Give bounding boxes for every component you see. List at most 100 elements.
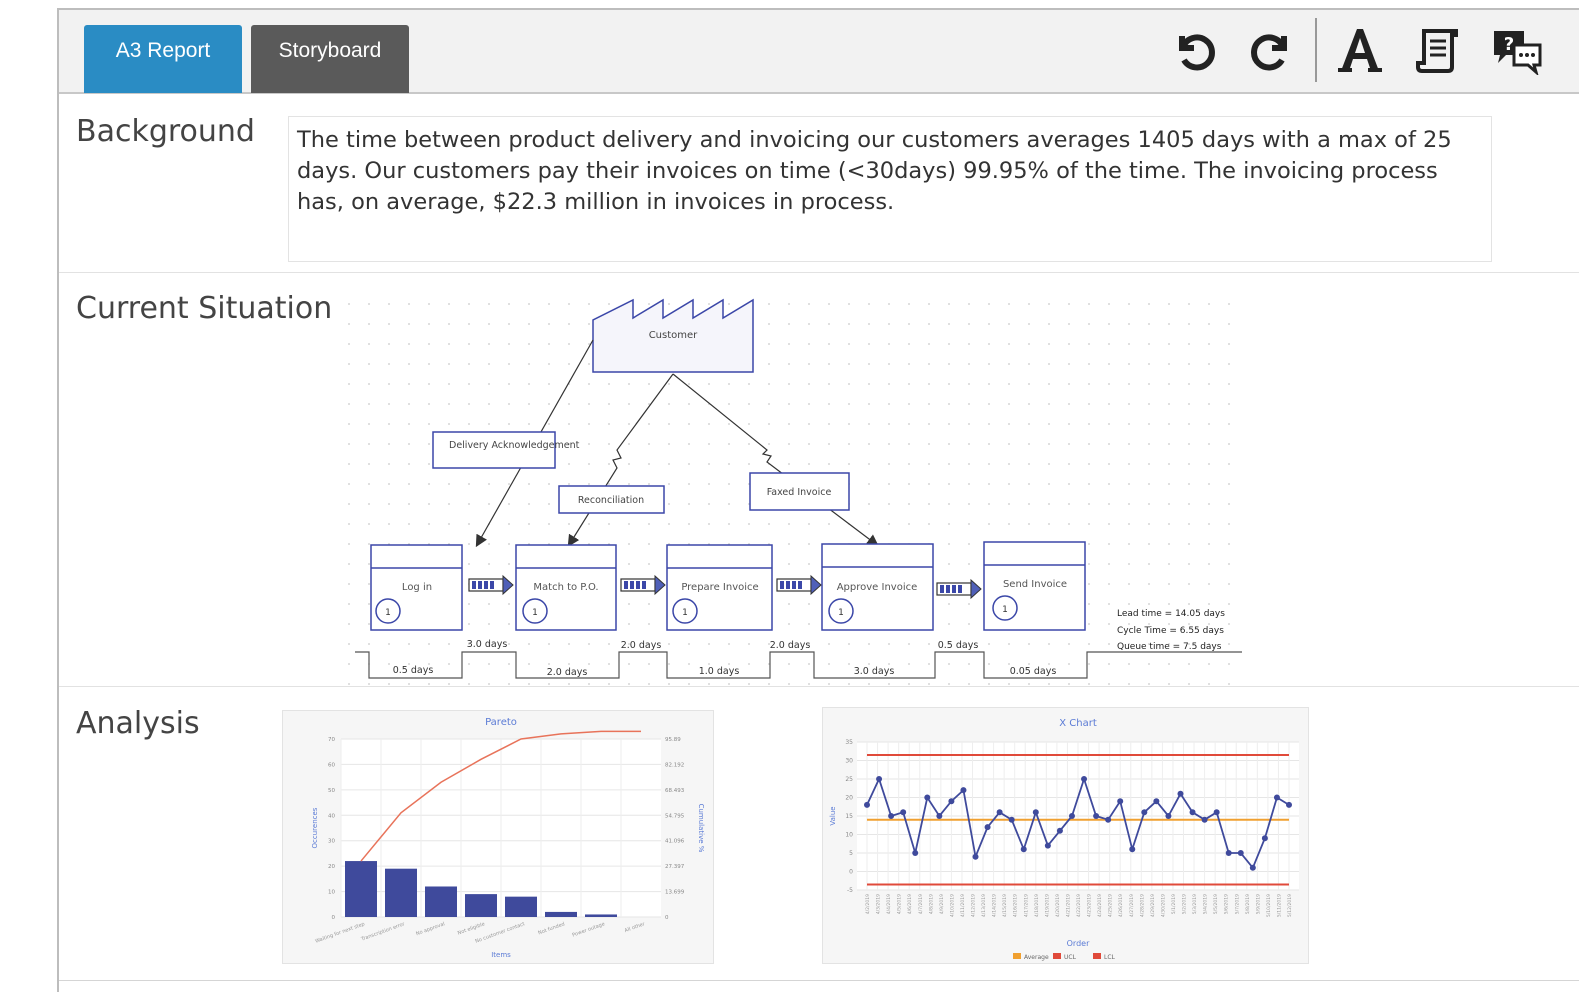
push-arrow-icon — [620, 574, 666, 596]
bar — [345, 861, 377, 917]
x-tick-label: 5/3/2019 — [1192, 894, 1198, 914]
customer-label: Customer — [649, 330, 698, 341]
data-point — [900, 809, 907, 816]
y-tick-label: 0 — [332, 915, 336, 921]
process-box-log-in: Log in 1 — [370, 544, 463, 631]
y-tick-label: 15 — [845, 813, 853, 820]
legend-swatch — [1053, 953, 1061, 959]
y-tick-label: 30 — [845, 758, 853, 765]
process-box-send-invoice: Send Invoice 1 — [983, 541, 1086, 631]
info-box-faxed — [749, 472, 850, 511]
x-tick-label: 5/1/2019 — [1171, 894, 1177, 914]
process-time: 0.5 days — [393, 665, 434, 676]
data-point — [1189, 809, 1196, 816]
x-tick-label: 4/15/2019 — [1002, 894, 1008, 917]
redo-icon[interactable] — [1242, 20, 1302, 80]
data-point — [1105, 816, 1112, 823]
x-tick-label: 5/9/2019 — [1255, 894, 1261, 914]
data-point — [936, 813, 943, 819]
data-point — [924, 794, 931, 801]
data-point — [960, 787, 967, 794]
x-tick-label: 4/3/2019 — [876, 894, 882, 914]
y-tick-label: 10 — [328, 890, 335, 896]
data-point — [1020, 846, 1027, 853]
x-tick-label: 4/30/2019 — [1160, 894, 1166, 917]
process-box-match-po: Match to P.O. 1 — [515, 544, 617, 631]
svg-text:1: 1 — [682, 608, 688, 618]
wait-time: 3.0 days — [467, 639, 508, 650]
process-time: 2.0 days — [547, 667, 588, 678]
toolbar: A3 Report Storyboard — [59, 10, 1579, 94]
x-tick-label: 4/6/2019 — [907, 894, 913, 914]
x-tick-label: Not eligible — [457, 921, 486, 936]
section-divider — [59, 980, 1579, 981]
y2-tick-label: 41.096 — [665, 839, 685, 845]
bar — [425, 886, 457, 917]
bar — [545, 911, 577, 917]
x-tick-label: 5/2/2019 — [1182, 894, 1188, 914]
data-point — [1141, 809, 1148, 816]
tab-a3-report[interactable]: A3 Report — [84, 25, 242, 93]
y-axis-label: Value — [829, 806, 837, 825]
x-tick-label: 4/27/2019 — [1129, 894, 1135, 917]
y2-tick-label: 82.192 — [665, 762, 684, 768]
y-tick-label: 35 — [845, 739, 853, 746]
y-tick-label: 5 — [849, 850, 853, 857]
cycle-time: Cycle Time = 6.55 days — [1117, 626, 1224, 636]
data-point — [1129, 846, 1136, 853]
data-point — [1286, 801, 1292, 808]
x-tick-label: 4/16/2019 — [1013, 894, 1019, 917]
x-tick-label: 4/22/2019 — [1076, 894, 1082, 917]
font-icon[interactable] — [1330, 20, 1390, 80]
y-axis-label: Occurences — [311, 807, 319, 848]
data-point — [888, 813, 895, 819]
x-tick-label: 4/26/2019 — [1118, 894, 1124, 917]
data-point — [972, 853, 979, 860]
data-point — [1032, 809, 1039, 816]
x-tick-label: 4/21/2019 — [1065, 894, 1071, 917]
data-point — [1261, 835, 1268, 842]
push-arrow-icon — [468, 574, 514, 596]
pareto-chart[interactable]: 0 10 20 30 40 50 60 70 0 13.699 27.397 41.096 54.795… — [282, 710, 714, 964]
data-point — [1213, 809, 1220, 816]
data-point — [912, 850, 919, 856]
x-axis-label: Order — [1067, 939, 1090, 948]
svg-text:1: 1 — [532, 608, 538, 618]
y2-axis-label: Cumulative % — [697, 804, 705, 853]
tab-storyboard[interactable]: Storyboard — [251, 25, 409, 93]
bar — [465, 894, 497, 917]
value-stream-map[interactable]: Customer Delivery Acknowledgement Reconc… — [347, 282, 1257, 690]
x-tick-label: 4/17/2019 — [1023, 894, 1029, 917]
push-arrow-icon — [936, 578, 982, 600]
x-tick-label: 4/11/2019 — [960, 894, 966, 917]
data-point — [1225, 850, 1232, 856]
bar — [505, 896, 537, 917]
x-tick-label: 4/29/2019 — [1150, 894, 1156, 917]
svg-text:Match to P.O.: Match to P.O. — [533, 582, 598, 593]
x-tick-label: 4/19/2019 — [1044, 894, 1050, 917]
info-box-delivery — [432, 431, 556, 469]
data-point — [1056, 827, 1063, 834]
y-tick-label: 25 — [845, 776, 853, 783]
x-tick-label: 4/24/2019 — [1097, 894, 1103, 917]
x-axis-label: Items — [491, 951, 511, 959]
undo-icon[interactable] — [1164, 20, 1224, 80]
x-tick-label: 4/10/2019 — [949, 894, 955, 917]
chart-title: Pareto — [485, 717, 517, 728]
data-point — [1165, 813, 1172, 819]
legend-swatch — [1093, 953, 1101, 959]
background-text[interactable]: The time between product delivery and in… — [288, 116, 1492, 262]
a3-report-window: A3 Report Storyboard — [57, 8, 1579, 992]
svg-text:1: 1 — [838, 608, 844, 618]
y-tick-label: 0 — [849, 869, 853, 876]
data-point — [1249, 864, 1256, 871]
help-chat-icon[interactable]: ? — [1487, 20, 1547, 80]
y-tick-label: 20 — [328, 864, 335, 870]
notes-icon[interactable] — [1409, 20, 1469, 80]
data-point — [1177, 790, 1184, 797]
data-point — [984, 824, 991, 831]
x-tick-label: 4/23/2019 — [1087, 894, 1093, 917]
data-point — [864, 801, 870, 808]
x-chart[interactable]: -5 0 5 10 15 20 25 30 35 4/2/2019 4/3/2019 4/4/2019… — [822, 707, 1309, 964]
bar — [585, 914, 617, 917]
